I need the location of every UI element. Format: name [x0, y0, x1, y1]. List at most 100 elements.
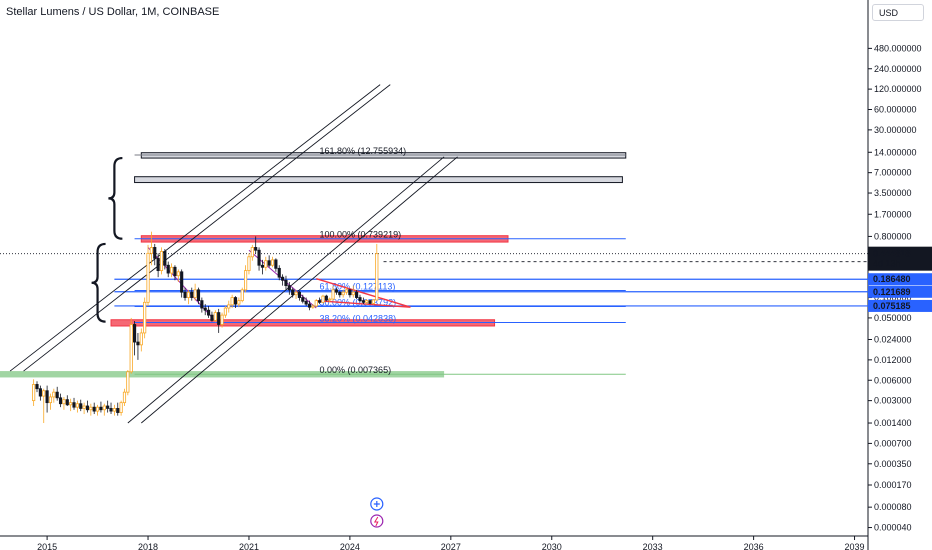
candle-body[interactable] — [149, 247, 153, 254]
candle-body[interactable] — [281, 276, 285, 281]
candle-body[interactable] — [233, 297, 238, 305]
currency-selector[interactable]: USD — [872, 4, 924, 21]
candle-body[interactable] — [274, 259, 278, 269]
candle-body[interactable] — [307, 303, 312, 308]
candle-body[interactable] — [139, 332, 143, 346]
candle-body[interactable] — [65, 399, 69, 406]
candle-body[interactable] — [106, 405, 110, 409]
candle-body[interactable] — [223, 307, 227, 316]
candle-body[interactable] — [99, 406, 103, 411]
candle-body[interactable] — [92, 406, 96, 412]
candle-body[interactable] — [321, 295, 325, 303]
candle-body[interactable] — [217, 312, 221, 325]
candle-body[interactable] — [318, 300, 322, 303]
candle-body[interactable] — [58, 397, 63, 405]
candle-body[interactable] — [72, 402, 76, 408]
candle-body[interactable] — [371, 299, 376, 304]
candle-body[interactable] — [122, 391, 127, 404]
candle-body[interactable] — [328, 298, 332, 301]
candle-body[interactable] — [344, 289, 349, 293]
candle-body[interactable] — [102, 405, 106, 411]
candle-body[interactable] — [311, 305, 315, 308]
candle-body[interactable] — [85, 405, 90, 411]
candle-body[interactable] — [109, 408, 113, 412]
candle-body[interactable] — [200, 300, 204, 309]
candle-body[interactable] — [156, 257, 160, 272]
triangle-pattern[interactable] — [316, 278, 411, 308]
candle-body[interactable] — [267, 260, 271, 266]
candle-body[interactable] — [32, 384, 36, 402]
candle-body[interactable] — [284, 279, 288, 287]
candle-body[interactable] — [331, 289, 335, 300]
price-tag[interactable] — [868, 299, 932, 312]
candle-body[interactable] — [45, 390, 49, 404]
candle-body[interactable] — [190, 291, 194, 298]
candle-body[interactable] — [361, 300, 365, 303]
candle-body[interactable] — [116, 408, 120, 413]
price-tag[interactable] — [868, 285, 932, 298]
upper-brace[interactable] — [108, 156, 123, 240]
candle-body[interactable] — [257, 249, 261, 266]
candle-body[interactable] — [368, 300, 372, 304]
candle-body[interactable] — [132, 324, 137, 343]
candle-body[interactable] — [170, 266, 174, 274]
candle-body[interactable] — [82, 405, 86, 409]
lightning-icon[interactable] — [370, 514, 384, 528]
candle-body[interactable] — [173, 266, 177, 277]
candle-body[interactable] — [95, 406, 100, 412]
candle-body[interactable] — [355, 291, 359, 298]
candle-body[interactable] — [341, 291, 345, 296]
candle-body[interactable] — [213, 312, 217, 321]
candle-body[interactable] — [196, 289, 201, 302]
candle-body[interactable] — [294, 291, 298, 296]
candle-body[interactable] — [62, 399, 66, 405]
candle-body[interactable] — [351, 291, 355, 296]
candle-body[interactable] — [301, 297, 305, 302]
candle-body[interactable] — [119, 402, 123, 413]
candle-body[interactable] — [220, 314, 224, 325]
candle-body[interactable] — [79, 403, 83, 409]
candle-body[interactable] — [358, 297, 362, 302]
candle-body[interactable] — [126, 371, 130, 393]
target-zone[interactable] — [134, 176, 623, 184]
candle-body[interactable] — [163, 251, 167, 266]
candle-body[interactable] — [254, 247, 258, 251]
candle-body[interactable] — [129, 324, 133, 373]
candle-body[interactable] — [69, 402, 73, 406]
candle-body[interactable] — [338, 291, 342, 296]
candle-body[interactable] — [143, 301, 147, 334]
candle-body[interactable] — [89, 406, 93, 411]
candle-body[interactable] — [207, 309, 211, 316]
lower-brace[interactable] — [91, 242, 106, 323]
candle-body[interactable] — [247, 256, 251, 272]
candle-body[interactable] — [348, 289, 352, 296]
candle-body[interactable] — [180, 271, 184, 293]
candle-body[interactable] — [193, 289, 197, 298]
candle-body[interactable] — [42, 390, 46, 397]
candle-body[interactable] — [153, 247, 157, 259]
candle-body[interactable] — [244, 270, 248, 291]
channel-line[interactable] — [23, 84, 391, 372]
candle-body[interactable] — [314, 300, 318, 307]
candle-body[interactable] — [48, 396, 53, 404]
candle-body[interactable] — [159, 251, 164, 272]
current-price-tag[interactable] — [868, 246, 932, 271]
candle-body[interactable] — [35, 384, 39, 390]
candle-body[interactable] — [237, 300, 241, 305]
candle-body[interactable] — [146, 252, 150, 303]
candle-body[interactable] — [75, 403, 79, 408]
candle-body[interactable] — [38, 388, 42, 397]
candle-body[interactable] — [375, 253, 379, 301]
candle-body[interactable] — [264, 260, 268, 268]
channel-line[interactable] — [9, 84, 381, 372]
candle-body[interactable] — [304, 300, 308, 305]
candle-body[interactable] — [260, 264, 264, 268]
candle-body[interactable] — [291, 289, 295, 296]
candle-body[interactable] — [112, 408, 116, 412]
candle-body[interactable] — [176, 271, 180, 277]
price-tag[interactable] — [868, 273, 932, 286]
candle-body[interactable] — [230, 297, 234, 306]
candle-body[interactable] — [270, 259, 275, 266]
candle-body[interactable] — [203, 307, 207, 311]
